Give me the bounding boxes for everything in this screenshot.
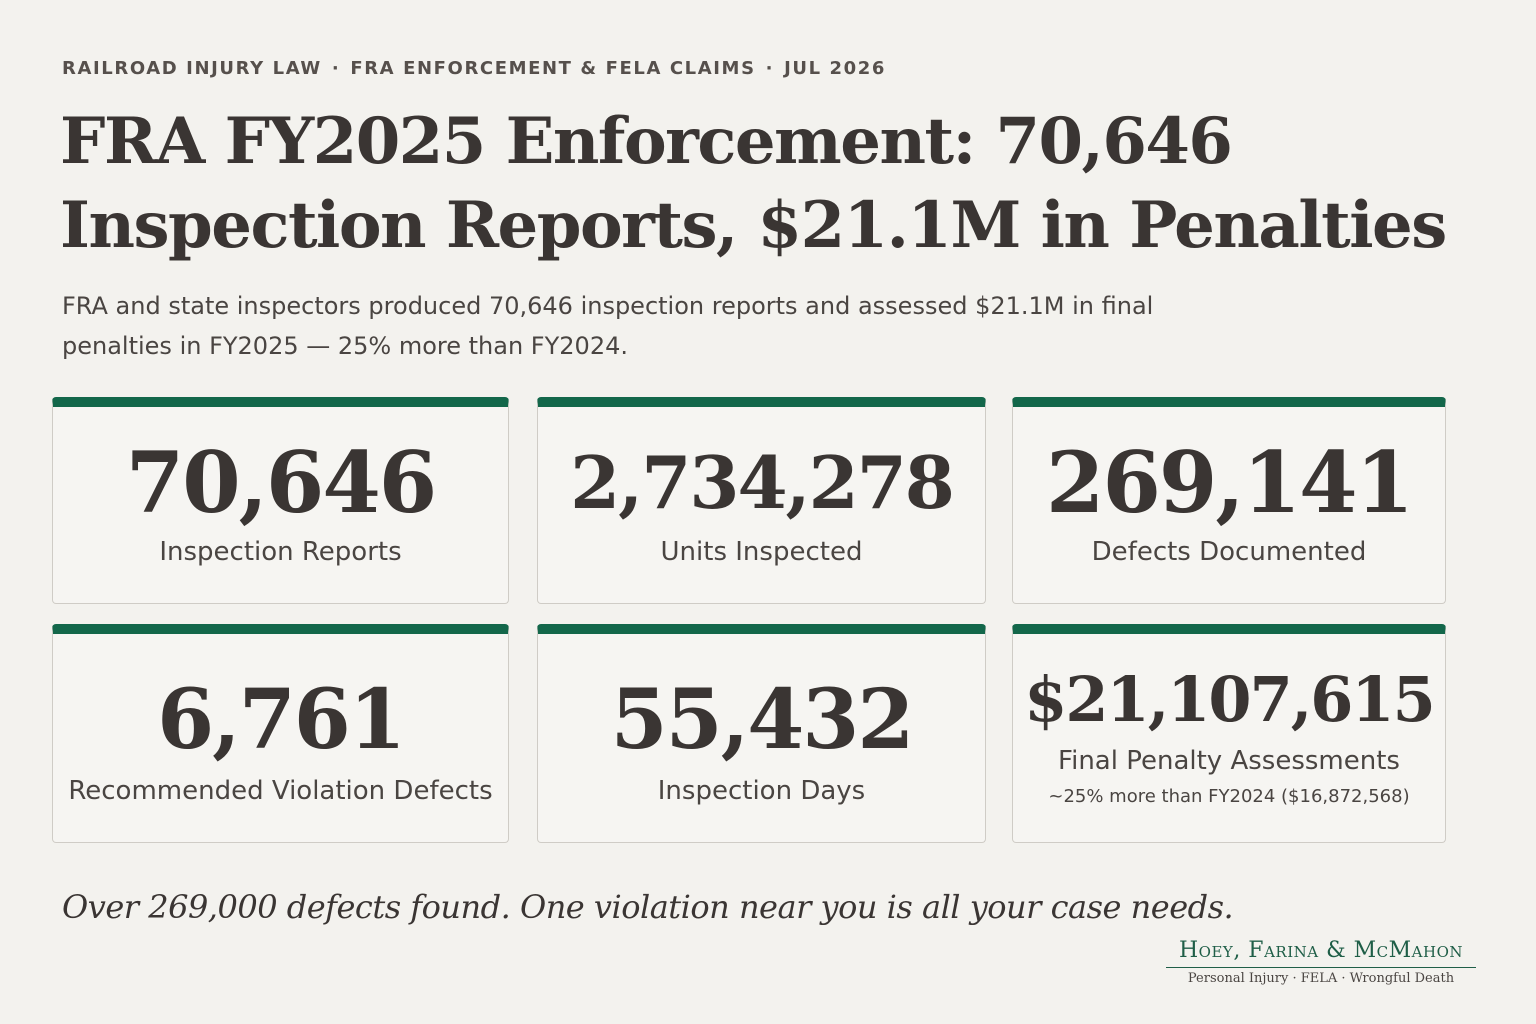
stat-label: Inspection Reports — [159, 537, 402, 567]
firm-name: Hoey, Farina & McMahon — [1166, 938, 1476, 968]
stat-card-defects-documented: 269,141 Defects Documented — [1012, 397, 1446, 604]
stat-value: 6,761 — [157, 672, 406, 768]
closing-tagline: Over 269,000 defects found. One violatio… — [62, 888, 1234, 926]
stat-card-violation-defects: 6,761 Recommended Violation Defects — [52, 624, 509, 843]
page-title: FRA FY2025 Enforcement: 70,646 Inspectio… — [60, 104, 1447, 263]
stat-card-inspection-days: 55,432 Inspection Days — [537, 624, 986, 843]
stat-value: 70,646 — [125, 433, 437, 532]
stat-label: Inspection Days — [657, 776, 866, 806]
eyebrow-separator: · — [331, 58, 341, 79]
eyebrow-topic: FRA ENFORCEMENT & FELA CLAIMS — [350, 58, 756, 79]
stat-value: 269,141 — [1046, 433, 1414, 532]
stat-card-units-inspected: 2,734,278 Units Inspected — [537, 397, 986, 604]
stat-note: ~25% more than FY2024 ($16,872,568) — [1048, 786, 1410, 807]
stat-card-penalty-assessments: $21,107,615 Final Penalty Assessments ~2… — [1012, 624, 1446, 843]
stat-value: 55,432 — [610, 672, 915, 768]
stat-label: Recommended Violation Defects — [68, 776, 493, 806]
stat-value: $21,107,615 — [1024, 663, 1435, 736]
page-subtitle: FRA and state inspectors produced 70,646… — [62, 292, 1154, 360]
firm-logo: Hoey, Farina & McMahon Personal Injury ·… — [1166, 938, 1476, 986]
eyebrow-date: JUL 2026 — [784, 58, 887, 79]
eyebrow: RAILROAD INJURY LAW · FRA ENFORCEMENT & FE… — [62, 58, 886, 79]
eyebrow-separator: · — [765, 58, 775, 79]
stat-label: Final Penalty Assessments — [1058, 746, 1400, 776]
stat-value: 2,734,278 — [570, 440, 955, 525]
stat-label: Units Inspected — [660, 537, 863, 567]
firm-practice-areas: Personal Injury · FELA · Wrongful Death — [1187, 971, 1455, 986]
stat-card-inspection-reports: 70,646 Inspection Reports — [52, 397, 509, 604]
stat-label: Defects Documented — [1091, 537, 1367, 567]
eyebrow-category: RAILROAD INJURY LAW — [62, 58, 322, 79]
